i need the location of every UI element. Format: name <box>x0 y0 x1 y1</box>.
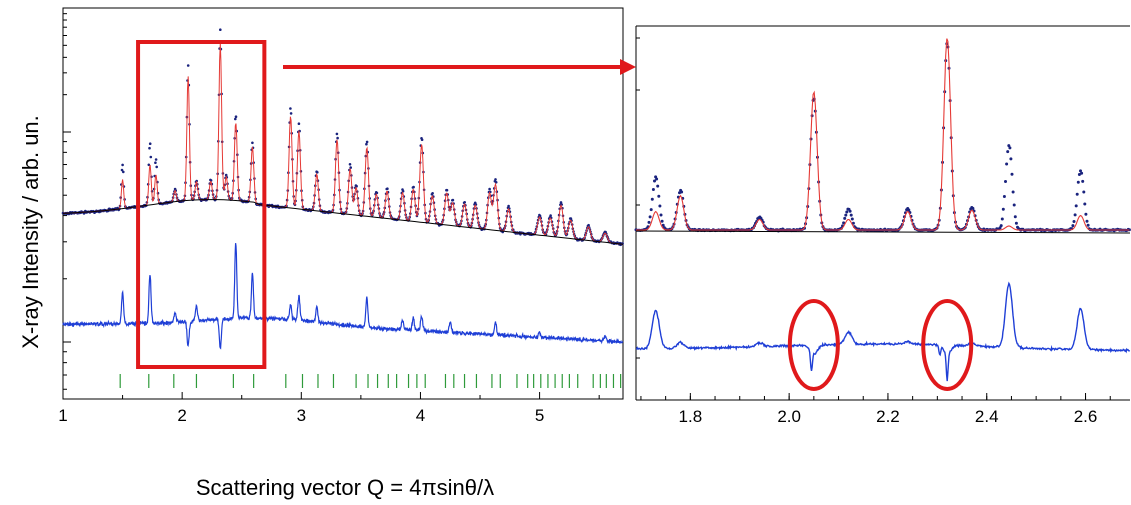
zoom-background-series <box>635 230 1131 234</box>
x-tick-label: 3 <box>297 406 306 425</box>
zoom-x-tick-label: 1.8 <box>679 407 703 426</box>
zoom-x-tick-label: 2.2 <box>876 407 900 426</box>
x-tick-label: 2 <box>177 406 186 425</box>
zoom-arrowhead <box>620 59 636 75</box>
observed-series <box>61 28 624 247</box>
x-tick-label: 4 <box>416 406 425 425</box>
zoom-difference-series <box>635 281 1131 382</box>
misfit-highlight-circle <box>921 299 974 391</box>
zoom-region-box <box>136 40 267 369</box>
zoom-observed-series <box>634 42 1131 233</box>
x-tick-label: 5 <box>535 406 544 425</box>
plot-frame <box>62 7 624 400</box>
misfit-highlight-circle <box>787 299 840 391</box>
zoom-x-tick-label: 2.0 <box>777 407 801 426</box>
difference-series <box>62 243 624 350</box>
x-axis-title: Scattering vector Q = 4πsinθ/λ <box>196 475 494 500</box>
x-tick-label: 1 <box>58 406 67 425</box>
annotation-layer <box>136 40 636 369</box>
zoom-x-tick-label: 2.4 <box>975 407 999 426</box>
y-axis-title: X-ray Intensity / arb. un. <box>18 115 43 349</box>
zoom-panel: 1.8 2.0 2.2 2.4 2.6 <box>634 25 1131 426</box>
zoom-x-tick-label: 2.6 <box>1074 407 1098 426</box>
full-pattern-panel: 1 2 3 4 5 <box>58 7 624 425</box>
background-series <box>62 199 624 245</box>
zoom-calculated-series <box>636 38 1130 231</box>
